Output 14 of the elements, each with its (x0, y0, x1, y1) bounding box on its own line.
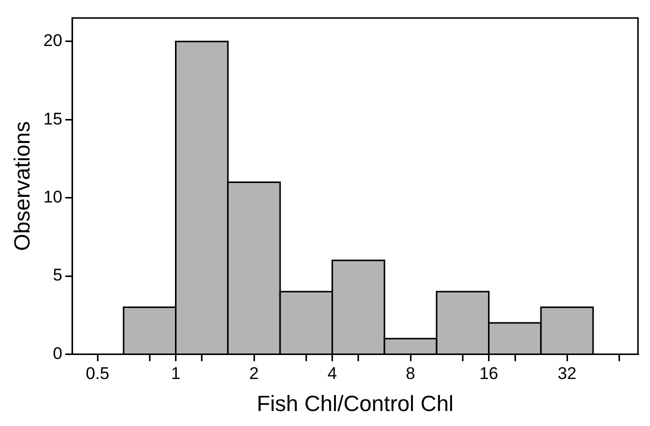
x-tick-label: 32 (558, 364, 576, 384)
x-tick-label: 4 (328, 364, 337, 384)
x-tick-label: 2 (249, 364, 259, 384)
y-tick-label: 10 (43, 188, 62, 207)
y-axis-title: Observations (9, 121, 34, 251)
x-tick-label: 1 (171, 364, 180, 384)
y-tick-label: 20 (43, 31, 62, 50)
y-tick-label: 0 (52, 344, 62, 363)
x-tick-label: 16 (479, 364, 498, 384)
x-tick-label: 8 (406, 364, 416, 384)
x-axis-title: Fish Chl/Control Chl (256, 390, 454, 416)
x-tick-label: 0.5 (86, 364, 110, 384)
y-tick-label: 15 (43, 109, 62, 128)
y-tick-label: 5 (52, 266, 62, 285)
